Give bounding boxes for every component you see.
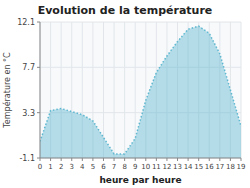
chart-container: -1.13.37.712.101234567891011121314151617… — [0, 0, 250, 188]
x-tick-label: 17 — [215, 163, 224, 171]
grid-line-x — [124, 22, 125, 158]
x-tick-label: 13 — [173, 163, 182, 171]
x-axis-label: heure par heure — [99, 175, 181, 185]
y-tick-label: -1.1 — [19, 154, 35, 163]
grid-line-x — [40, 22, 41, 158]
line — [40, 26, 241, 154]
x-tick-label: 5 — [91, 163, 95, 171]
grid-line-y — [40, 22, 241, 23]
x-tick-label: 8 — [122, 163, 126, 171]
y-tick — [37, 112, 40, 113]
y-tick-label: 12.1 — [17, 18, 35, 27]
x-tick — [209, 158, 210, 161]
x-tick — [241, 158, 242, 161]
grid — [40, 22, 241, 158]
x-tick — [103, 158, 104, 161]
x-tick-label: 11 — [152, 163, 161, 171]
x-tick-label: 3 — [70, 163, 74, 171]
x-tick-label: 7 — [112, 163, 116, 171]
x-tick-label: 2 — [59, 163, 63, 171]
x-tick — [114, 158, 115, 161]
title: Evolution de la température — [38, 4, 213, 17]
data-group — [40, 26, 241, 158]
grid-line-x — [114, 22, 115, 158]
y-axis-label: Température en °C — [2, 52, 12, 129]
x-tick — [166, 158, 167, 161]
x-tick-label: 14 — [184, 163, 193, 171]
x-tick-label: 0 — [38, 163, 42, 171]
y-tick-label: 3.3 — [22, 109, 35, 118]
grid-line-y — [40, 158, 241, 159]
x-tick — [188, 158, 189, 161]
x-tick — [230, 158, 231, 161]
x-tick — [219, 158, 220, 161]
y-axis-line — [40, 22, 41, 158]
x-tick-label: 12 — [162, 163, 171, 171]
x-tick-label: 6 — [101, 163, 106, 171]
area — [40, 26, 241, 158]
plot-background — [40, 22, 241, 158]
x-tick — [124, 158, 125, 161]
x-tick-label: 18 — [226, 163, 235, 171]
x-tick — [177, 158, 178, 161]
x-axis-line — [40, 158, 241, 159]
x-tick — [40, 158, 41, 161]
x-tick — [135, 158, 136, 161]
x-tick-label: 9 — [133, 163, 137, 171]
x-tick-label: 10 — [141, 163, 150, 171]
x-tick-label: 19 — [237, 163, 246, 171]
x-tick-label: 16 — [205, 163, 214, 171]
x-tick-label: 4 — [80, 163, 85, 171]
x-tick — [156, 158, 157, 161]
x-tick — [92, 158, 93, 161]
chart-svg: -1.13.37.712.101234567891011121314151617… — [0, 0, 250, 188]
x-tick-label: 15 — [194, 163, 203, 171]
y-tick-label: 7.7 — [22, 63, 35, 72]
x-tick — [61, 158, 62, 161]
x-tick — [71, 158, 72, 161]
y-tick — [37, 67, 40, 68]
x-tick — [145, 158, 146, 161]
x-tick — [82, 158, 83, 161]
x-tick-label: 1 — [48, 163, 52, 171]
y-tick — [37, 22, 40, 23]
x-tick — [50, 158, 51, 161]
x-tick — [198, 158, 199, 161]
